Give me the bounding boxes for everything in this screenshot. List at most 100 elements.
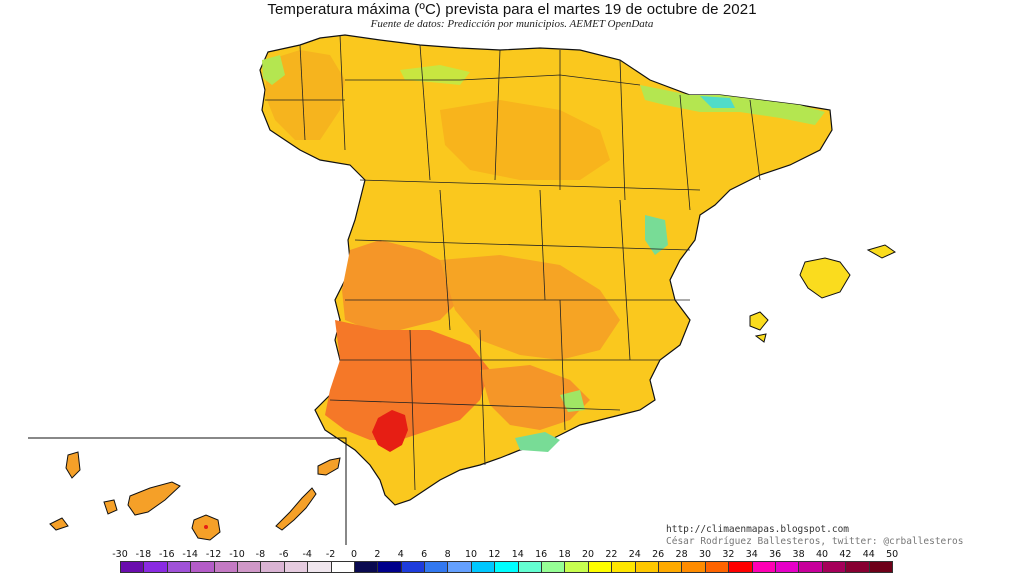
legend-tick-label: 16 bbox=[535, 549, 548, 560]
legend-tick-label: 42 bbox=[839, 549, 852, 560]
legend-tick-label: 44 bbox=[862, 549, 875, 560]
legend-swatch bbox=[494, 561, 519, 573]
legend-swatch bbox=[517, 561, 543, 573]
legend-swatch bbox=[470, 561, 496, 573]
legend-swatch bbox=[353, 561, 379, 573]
legend-tick-label: 50 bbox=[886, 549, 899, 560]
legend-swatch bbox=[704, 561, 730, 573]
legend-tick-label: -16 bbox=[159, 549, 175, 560]
legend-tick-label: -18 bbox=[135, 549, 152, 560]
legend-tick-label: 28 bbox=[675, 549, 688, 560]
legend-tick-label: 38 bbox=[792, 549, 805, 560]
legend-tick-label: -10 bbox=[229, 549, 245, 560]
legend-tick-label: 30 bbox=[698, 549, 712, 560]
legend-swatch bbox=[166, 561, 192, 573]
map-title: Temperatura máxima (ºC) prevista para el… bbox=[267, 1, 757, 18]
legend-tick-label: 18 bbox=[558, 549, 571, 560]
island-fuerteventura bbox=[275, 487, 317, 531]
zone-sierra-nevada bbox=[515, 432, 560, 452]
legend-tick-label: 40 bbox=[815, 549, 829, 560]
zone-cazorla-green bbox=[560, 390, 585, 412]
legend-swatch bbox=[587, 561, 613, 573]
legend-swatch bbox=[424, 561, 449, 573]
legend-tick-label: 10 bbox=[464, 549, 478, 560]
legend-swatch bbox=[213, 561, 238, 573]
legend-tick-label: 34 bbox=[745, 549, 758, 560]
legend-ticks: -30 -18 -16 -14 -12 -10 -8 -6 -4 -2 0 2 4 6 8 10 12 14 16 1… bbox=[0, 549, 1024, 561]
legend-swatch bbox=[564, 561, 589, 573]
legend-tick-label: -14 bbox=[182, 549, 198, 560]
legend-swatch bbox=[634, 561, 659, 573]
legend-swatch bbox=[400, 561, 426, 573]
legend-tick-label: 20 bbox=[581, 549, 595, 560]
color-legend bbox=[120, 561, 893, 573]
island-lanzarote bbox=[317, 457, 341, 476]
island-el-hierro bbox=[49, 517, 69, 531]
zone-iberico-green bbox=[645, 215, 668, 255]
legend-tick-label: 6 bbox=[421, 549, 428, 560]
island-la-gomera bbox=[103, 499, 118, 515]
credits-author: César Rodríguez Ballesteros, twitter: @c… bbox=[666, 536, 964, 547]
legend-tick-label: -2 bbox=[325, 549, 336, 560]
legend-tick-label: 12 bbox=[488, 549, 501, 560]
legend-tick-label: 32 bbox=[722, 549, 735, 560]
zone-galicia-green bbox=[262, 55, 285, 85]
legend-tick-label: 26 bbox=[652, 549, 665, 560]
legend-tick-label: 8 bbox=[444, 549, 451, 560]
legend-tick-label: 36 bbox=[769, 549, 782, 560]
zone-sevilla-hotspot bbox=[372, 410, 408, 452]
legend-tick-label: 2 bbox=[374, 549, 381, 560]
island-mallorca bbox=[799, 257, 851, 299]
legend-tick-label: 22 bbox=[605, 549, 618, 560]
legend-swatch bbox=[377, 561, 402, 573]
zone-galicia bbox=[265, 50, 345, 140]
zone-cantabrian-cyan bbox=[700, 96, 735, 108]
legend-swatch bbox=[774, 561, 800, 573]
zone-extremadura bbox=[342, 240, 460, 330]
zone-central-orange bbox=[440, 255, 620, 360]
zone-south-orange bbox=[480, 365, 590, 430]
legend-swatch bbox=[190, 561, 215, 573]
legend-swatch bbox=[447, 561, 472, 573]
island-menorca bbox=[866, 244, 896, 259]
legend-swatch bbox=[143, 561, 168, 573]
zone-north-plateau bbox=[440, 100, 610, 180]
legend-tick-label: 0 bbox=[350, 549, 358, 560]
legend-tick-label: 14 bbox=[511, 549, 524, 560]
province-borders bbox=[265, 34, 761, 491]
legend-tick-label: -12 bbox=[205, 549, 222, 560]
island-la-palma bbox=[65, 451, 81, 479]
legend-swatch bbox=[728, 561, 753, 573]
credits: http://climaenmapas.blogspot.com César R… bbox=[666, 524, 963, 548]
legend-tick-label: -8 bbox=[255, 549, 266, 560]
legend-swatch bbox=[798, 561, 823, 573]
legend-swatch bbox=[283, 561, 309, 573]
island-tenerife bbox=[127, 481, 181, 516]
canarias-inset-frame bbox=[28, 437, 347, 545]
legend-swatch bbox=[868, 561, 893, 573]
legend-tick-label: 4 bbox=[397, 549, 404, 560]
legend-swatch bbox=[681, 561, 706, 573]
island-formentera bbox=[754, 333, 767, 343]
legend-swatch bbox=[260, 561, 285, 573]
legend-swatch bbox=[541, 561, 566, 573]
legend-swatch bbox=[307, 561, 332, 573]
legend-swatch bbox=[845, 561, 870, 573]
legend-swatch bbox=[120, 561, 145, 573]
legend-swatch bbox=[751, 561, 776, 573]
legend-swatch bbox=[657, 561, 683, 573]
legend-swatch bbox=[821, 561, 847, 573]
legend-tick-label: -4 bbox=[302, 549, 312, 560]
credits-url: http://climaenmapas.blogspot.com bbox=[666, 524, 850, 535]
gran-canaria-hotspot bbox=[204, 525, 208, 529]
map-subtitle: Fuente de datos: Predicción por municipi… bbox=[370, 18, 654, 30]
legend-swatch bbox=[236, 561, 262, 573]
legend-swatch bbox=[611, 561, 636, 573]
legend-tick-label: -30 bbox=[112, 549, 128, 560]
island-ibiza bbox=[749, 311, 769, 331]
legend-tick-label: -6 bbox=[279, 549, 289, 560]
zone-west-andalucia bbox=[325, 320, 490, 440]
temperature-map bbox=[28, 34, 896, 545]
legend-swatch bbox=[330, 561, 355, 573]
legend-tick-label: 24 bbox=[628, 549, 641, 560]
